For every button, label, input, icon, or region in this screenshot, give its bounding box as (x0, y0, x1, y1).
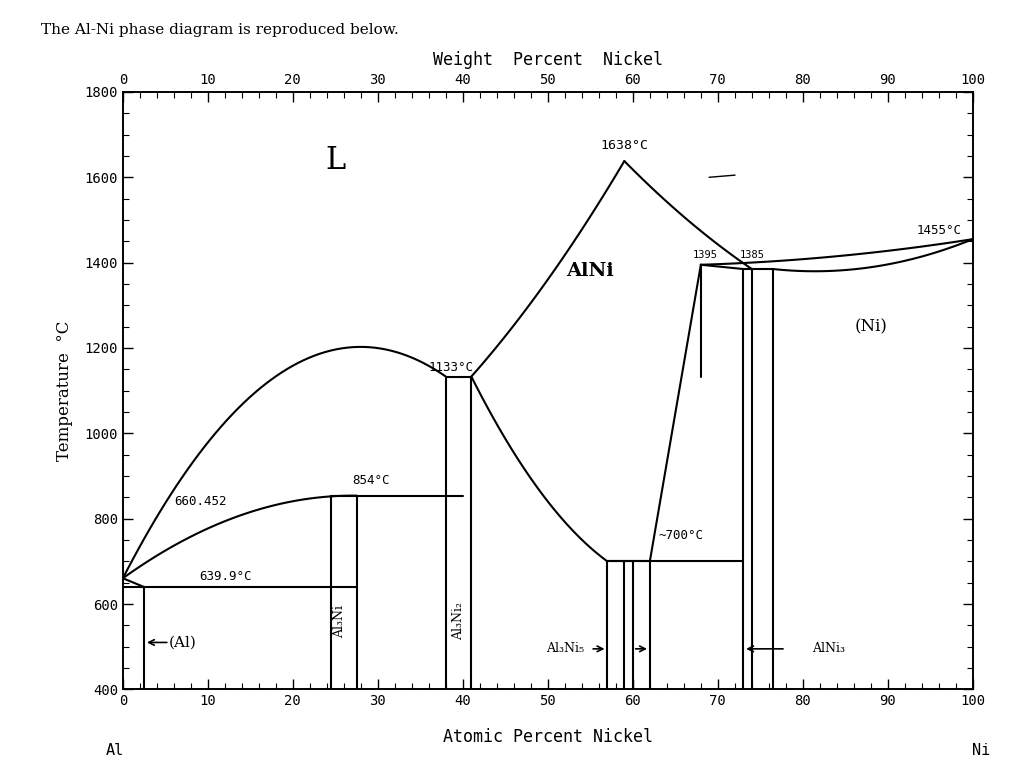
Text: Al₃Ni: Al₃Ni (333, 604, 346, 637)
Text: 1133°C: 1133°C (429, 361, 474, 374)
Text: ~700°C: ~700°C (658, 529, 703, 542)
Text: 1395: 1395 (692, 250, 718, 260)
Text: L: L (326, 145, 345, 175)
Text: 854°C: 854°C (352, 474, 390, 486)
Text: AlNi₃: AlNi₃ (812, 643, 845, 656)
Text: The Al-Ni phase diagram is reproduced below.: The Al-Ni phase diagram is reproduced be… (41, 23, 398, 37)
Text: (Ni): (Ni) (854, 318, 887, 336)
Text: Al: Al (105, 743, 124, 758)
Y-axis label: Temperature  °C: Temperature °C (56, 320, 74, 461)
Text: 1455°C: 1455°C (916, 224, 962, 237)
Text: 660.452: 660.452 (174, 495, 226, 508)
Text: Atomic Percent Nickel: Atomic Percent Nickel (442, 728, 653, 746)
Text: (Al): (Al) (168, 636, 197, 650)
Text: Ni: Ni (972, 743, 990, 758)
Text: 1385: 1385 (739, 250, 764, 260)
Text: Al₃Ni₂: Al₃Ni₂ (453, 602, 465, 640)
Text: 1638°C: 1638°C (600, 139, 648, 152)
Text: Al₃Ni₅: Al₃Ni₅ (546, 643, 584, 656)
Text: AlNi: AlNi (566, 262, 614, 280)
Text: 639.9°C: 639.9°C (200, 570, 252, 583)
X-axis label: Weight  Percent  Nickel: Weight Percent Nickel (433, 51, 663, 69)
